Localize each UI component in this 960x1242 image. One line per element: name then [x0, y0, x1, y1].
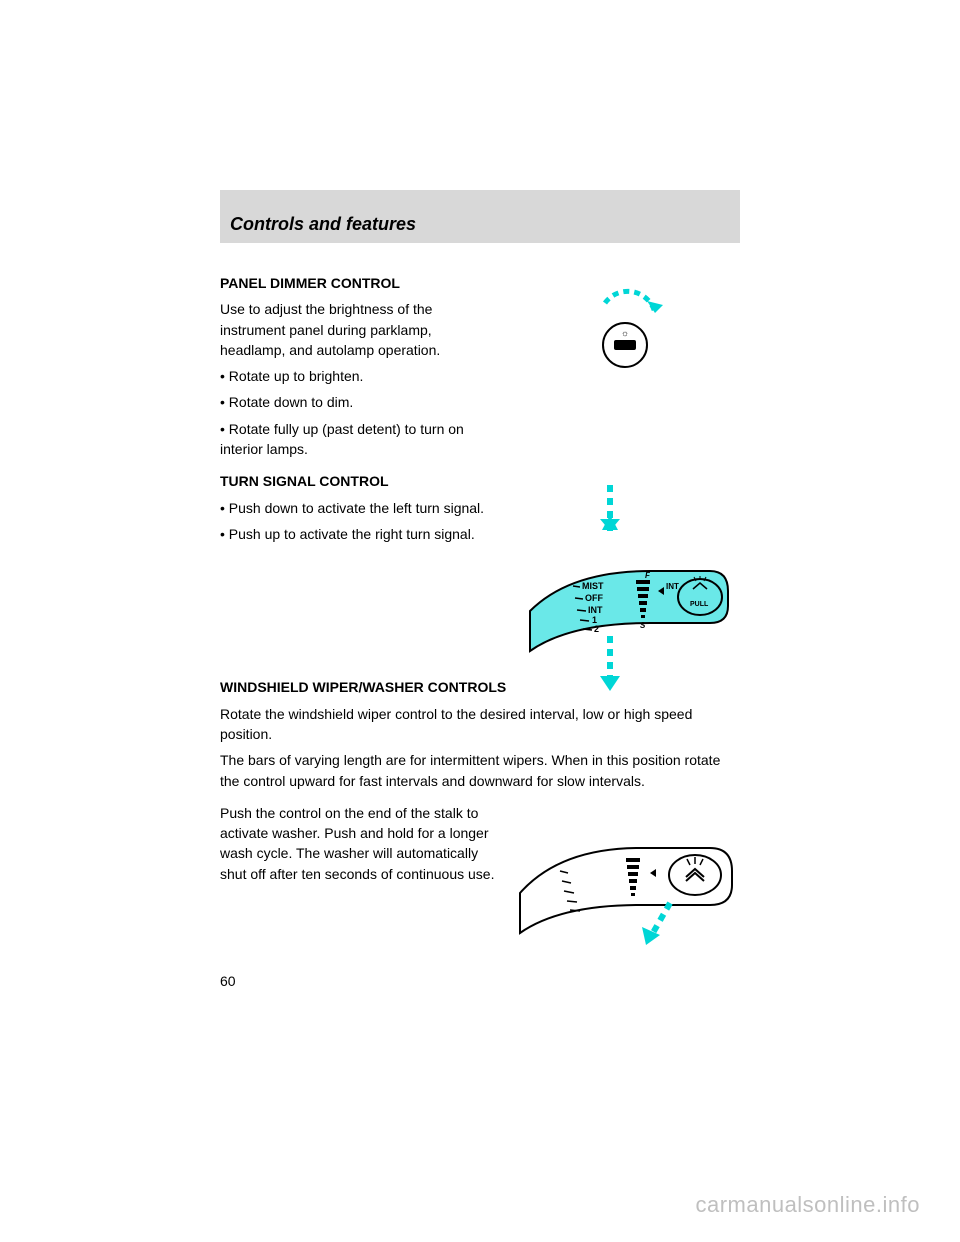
text-block: TURN SIGNAL CONTROL • Push down to activ… [220, 471, 500, 701]
section-wiper: WINDSHIELD WIPER/WASHER CONTROLS Rotate … [220, 707, 740, 796]
manual-page: Controls and features PANEL DIMMER CONTR… [220, 190, 740, 989]
heading: TURN SIGNAL CONTROL [220, 471, 500, 491]
bullet: • Rotate up to brighten. [220, 366, 500, 386]
svg-text:☼: ☼ [621, 328, 629, 338]
bullet: • Rotate down to dim. [220, 392, 500, 412]
watermark: carmanualsonline.info [695, 1192, 920, 1218]
washer-icon [510, 803, 740, 953]
text-block: PANEL DIMMER CONTROL Use to adjust the b… [220, 273, 500, 465]
text-block: WINDSHIELD WIPER/WASHER CONTROLS Rotate … [220, 677, 740, 796]
section-washer: Push the control on the end of the stalk… [220, 803, 740, 953]
washer-diagram [510, 803, 740, 953]
page-number: 60 [220, 973, 740, 989]
dimmer-diagram: ☼ [510, 273, 740, 465]
text-block: Push the control on the end of the stalk… [220, 803, 500, 953]
paragraph: The bars of varying length are for inter… [220, 750, 740, 791]
bullet: • Push down to activate the left turn si… [220, 498, 500, 518]
heading: PANEL DIMMER CONTROL [220, 273, 500, 293]
paragraph: Push the control on the end of the stalk… [220, 803, 500, 884]
svg-text:INT: INT [588, 605, 603, 615]
section-header: Controls and features [220, 190, 740, 243]
bullet: • Push up to activate the right turn sig… [220, 524, 500, 544]
paragraph: Use to adjust the brightness of the inst… [220, 299, 500, 360]
svg-text:S: S [640, 621, 646, 630]
svg-text:PULL: PULL [690, 601, 709, 608]
svg-text:OFF: OFF [585, 593, 603, 603]
svg-text:INT: INT [666, 582, 679, 591]
svg-text:2: 2 [594, 624, 599, 634]
paragraph: Rotate the windshield wiper control to t… [220, 704, 740, 745]
section-panel-dimmer: PANEL DIMMER CONTROL Use to adjust the b… [220, 273, 740, 465]
bullet: • Rotate fully up (past detent) to turn … [220, 419, 500, 460]
turn-signal-diagram: MIST OFF INT 1 2 F S [510, 471, 740, 701]
section-turn-signal: TURN SIGNAL CONTROL • Push down to activ… [220, 471, 740, 701]
dimmer-icon: ☼ [565, 273, 685, 393]
header-title: Controls and features [230, 214, 416, 234]
turn-signal-icon: MIST OFF INT 1 2 F S [510, 471, 740, 701]
svg-text:MIST: MIST [582, 581, 604, 591]
heading: WINDSHIELD WIPER/WASHER CONTROLS [220, 677, 740, 697]
